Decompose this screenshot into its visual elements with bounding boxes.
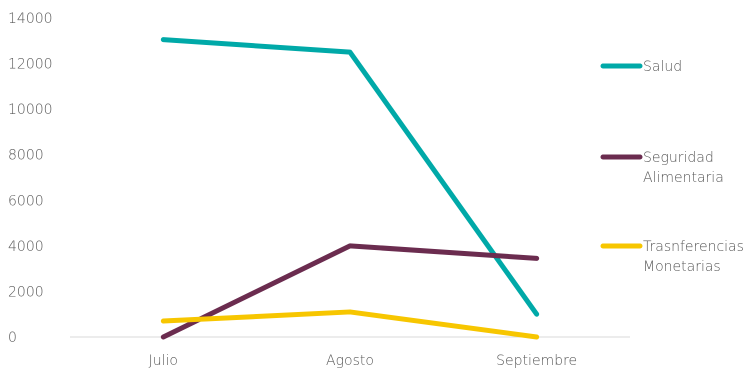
series-lines: [160, 37, 540, 340]
series-line-2: [160, 243, 540, 340]
legend: Salud Seguridad Alimentaria Trasnferencias M…: [600, 59, 744, 275]
y-axis: 0 2000 4000 6000 8000 10000 12000 14000: [8, 11, 53, 346]
series-line-3: [160, 309, 540, 340]
y-tick-label: 12000: [8, 57, 53, 73]
y-tick-label: 0: [8, 330, 17, 346]
y-tick-label: 2000: [8, 284, 44, 300]
y-tick-label: 6000: [8, 193, 44, 209]
legend-label: Trasnferencias Monetarias: [643, 239, 744, 275]
x-axis: Julio Agosto Septiembre: [149, 353, 577, 369]
x-tick-label: Julio: [149, 353, 178, 369]
legend-label: Salud: [643, 59, 682, 75]
y-tick-label: 14000: [8, 11, 53, 27]
legend-label: Seguridad Alimentaria: [643, 150, 724, 186]
y-tick-label: 10000: [8, 102, 53, 118]
x-tick-label: Septiembre: [496, 353, 577, 369]
y-tick-label: 8000: [8, 148, 44, 164]
series-line-1: [160, 37, 540, 317]
y-tick-label: 4000: [8, 239, 44, 255]
x-tick-label: Agosto: [326, 353, 374, 369]
